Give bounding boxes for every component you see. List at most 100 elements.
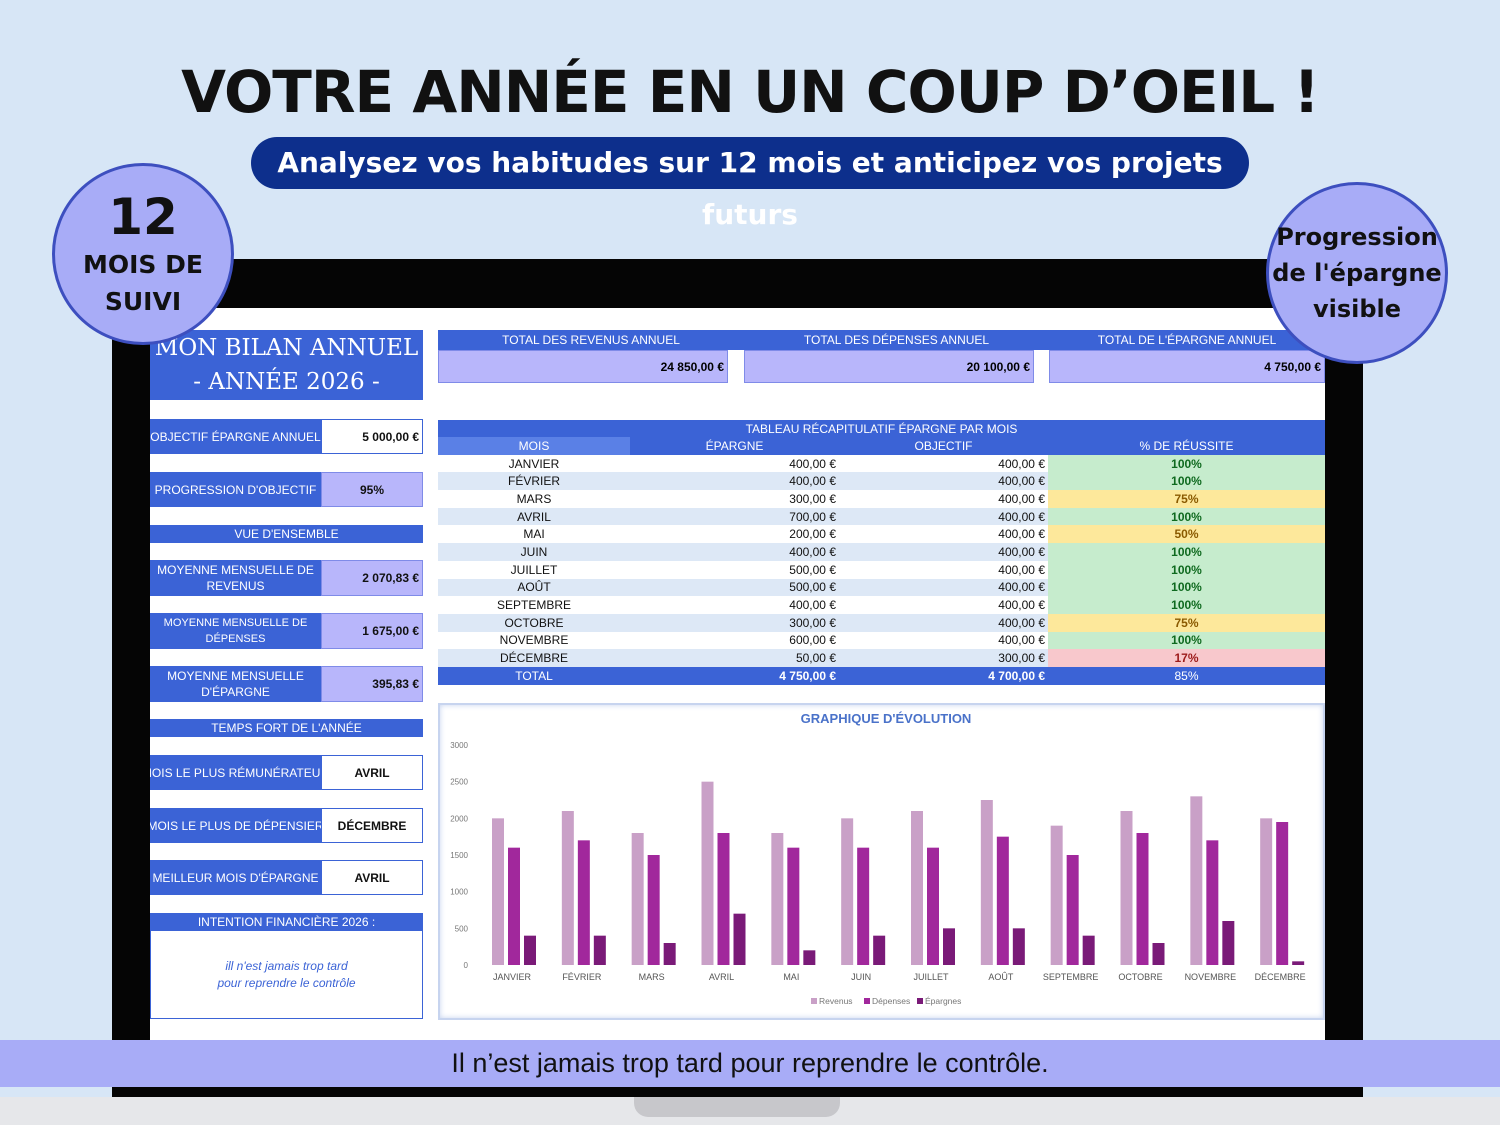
pct-cell[interactable]: 75% xyxy=(1048,490,1325,508)
badge-left-number: 12 xyxy=(108,188,178,246)
bar-épargnes xyxy=(733,913,746,965)
x-tick-label: AOÛT xyxy=(988,972,1014,982)
badge-progression: Progression de l'épargne visible xyxy=(1266,182,1448,364)
pct-cell[interactable]: 100% xyxy=(1048,507,1325,526)
intention-line2: pour reprendre le contrôle xyxy=(217,975,356,990)
objectif-cell[interactable]: 400,00 € xyxy=(839,472,1048,491)
objectif-cell[interactable]: 400,00 € xyxy=(839,560,1048,579)
col-header-mois: MOIS xyxy=(438,437,630,455)
objectif-cell[interactable]: 400,00 € xyxy=(839,596,1048,614)
epargne-cell[interactable]: 600,00 € xyxy=(630,631,839,650)
objectif-cell[interactable]: 400,00 € xyxy=(839,490,1048,508)
epargne-cell[interactable]: 400,00 € xyxy=(630,472,839,491)
bar-épargnes xyxy=(873,935,886,965)
avg-depenses-label: MOYENNE MENSUELLE DE DÉPENSES xyxy=(150,613,321,649)
bar-dépenses xyxy=(577,840,590,965)
epargne-cell[interactable]: 300,00 € xyxy=(630,490,839,508)
highlight-header: TEMPS FORT DE L'ANNÉE xyxy=(150,719,423,737)
objectif-label: OBJECTIF ÉPARGNE ANNUEL xyxy=(150,419,321,454)
col-header-objectif: OBJECTIF xyxy=(839,437,1048,455)
x-tick-label: JUILLET xyxy=(913,972,949,982)
bar-dépenses xyxy=(1136,833,1149,965)
footer-band: Il n’est jamais trop tard pour reprendre… xyxy=(0,1040,1500,1087)
objectif-cell[interactable]: 400,00 € xyxy=(839,578,1048,597)
headline: VOTRE ANNÉE EN UN COUP D’OEIL ! xyxy=(181,58,1320,126)
pct-cell[interactable]: 100% xyxy=(1048,543,1325,561)
y-tick-label: 1000 xyxy=(450,888,468,897)
y-tick-label: 0 xyxy=(464,961,469,970)
bar-revenus xyxy=(911,811,923,965)
bar-revenus xyxy=(1190,796,1203,965)
epargne-cell[interactable]: 400,00 € xyxy=(630,596,839,614)
x-tick-label: SEPTEMBRE xyxy=(1043,972,1099,982)
kpi-revenus-value: 24 850,00 € xyxy=(438,350,728,383)
pct-cell[interactable]: 100% xyxy=(1048,454,1325,473)
epargne-cell[interactable]: 50,00 € xyxy=(630,649,839,667)
pct-cell[interactable]: 17% xyxy=(1048,649,1325,667)
objectif-cell[interactable]: 400,00 € xyxy=(839,525,1048,544)
objectif-cell[interactable]: 300,00 € xyxy=(839,649,1048,667)
objectif-cell[interactable]: 400,00 € xyxy=(839,543,1048,561)
pct-cell[interactable]: 100% xyxy=(1048,560,1325,579)
table-row: DÉCEMBRE 50,00 €300,00 €17% xyxy=(438,649,1325,667)
x-tick-label: DÉCEMBRE xyxy=(1255,972,1306,982)
legend-swatch xyxy=(917,998,923,1004)
month-cell: JUILLET xyxy=(438,560,630,579)
bar-revenus xyxy=(701,781,714,965)
epargne-cell[interactable]: 200,00 € xyxy=(630,525,839,544)
total-label: TOTAL xyxy=(438,666,630,685)
epargne-cell[interactable]: 300,00 € xyxy=(630,613,839,632)
badge-12-mois: 12 MOIS DE SUIVI xyxy=(52,163,234,345)
bar-épargnes xyxy=(593,935,606,965)
bar-revenus xyxy=(492,818,504,965)
most-spent-label: MOIS LE PLUS DE DÉPENSIER xyxy=(150,808,321,843)
avg-revenus-label: MOYENNE MENSUELLE DE REVENUS xyxy=(150,560,321,596)
epargne-cell[interactable]: 500,00 € xyxy=(630,578,839,597)
objectif-value[interactable]: 5 000,00 € xyxy=(321,419,423,454)
evolution-chart[interactable]: GRAPHIQUE D'ÉVOLUTION 0 500 1000 1500 2000 25… xyxy=(438,703,1325,1020)
epargne-cell[interactable]: 500,00 € xyxy=(630,560,839,579)
kpi-depenses-value: 20 100,00 € xyxy=(744,350,1034,383)
spreadsheet-screen: MON BILAN ANNUEL - ANNÉE 2026 - OBJECTIF… xyxy=(150,308,1325,1040)
epargne-cell[interactable]: 400,00 € xyxy=(630,543,839,561)
pct-cell[interactable]: 100% xyxy=(1048,578,1325,597)
x-tick-label: NOVEMBRE xyxy=(1185,972,1237,982)
bar-revenus xyxy=(1260,818,1273,965)
legend-label: Revenus xyxy=(819,996,853,1006)
pct-cell[interactable]: 100% xyxy=(1048,472,1325,491)
month-cell: MARS xyxy=(438,490,630,508)
badge-right-line1: Progression xyxy=(1276,223,1438,251)
total-pct: 85% xyxy=(1048,666,1325,685)
pct-cell[interactable]: 100% xyxy=(1048,631,1325,650)
objectif-cell[interactable]: 400,00 € xyxy=(839,613,1048,632)
y-tick-label: 500 xyxy=(455,924,469,933)
intention-header: INTENTION FINANCIÈRE 2026 : xyxy=(150,913,423,931)
objectif-cell[interactable]: 400,00 € xyxy=(839,507,1048,526)
legend-label: Dépenses xyxy=(872,996,910,1006)
epargne-cell[interactable]: 400,00 € xyxy=(630,454,839,473)
progression-value: 95% xyxy=(321,472,423,507)
pct-cell[interactable]: 100% xyxy=(1048,596,1325,614)
table-row: MARS 300,00 €400,00 €75% xyxy=(438,490,1325,508)
intention-box[interactable]: ill n'est jamais trop tard pour reprendr… xyxy=(150,931,423,1019)
table-total-row: TOTAL 4 750,00 € 4 700,00 € 85% xyxy=(438,666,1325,685)
evolution-chart-svg: GRAPHIQUE D'ÉVOLUTION 0 500 1000 1500 2000 25… xyxy=(450,711,1306,1006)
month-cell: FÉVRIER xyxy=(438,472,630,491)
x-tick-label: MARS xyxy=(639,972,665,982)
subtitle-pill: Analysez vos habitudes sur 12 mois et an… xyxy=(251,137,1249,231)
total-objectif: 4 700,00 € xyxy=(839,666,1048,685)
pct-cell[interactable]: 75% xyxy=(1048,613,1325,632)
kpi-revenus-label: TOTAL DES REVENUS ANNUEL xyxy=(438,330,744,350)
bar-revenus xyxy=(561,811,574,965)
x-tick-label: JANVIER xyxy=(493,972,532,982)
table-row: AOÛT 500,00 €400,00 €100% xyxy=(438,578,1325,597)
table-row: OCTOBRE 300,00 €400,00 €75% xyxy=(438,613,1325,632)
intention-line1: ill n'est jamais trop tard xyxy=(225,958,348,973)
month-cell: MAI xyxy=(438,525,630,544)
pct-cell[interactable]: 50% xyxy=(1048,525,1325,544)
objectif-cell[interactable]: 400,00 € xyxy=(839,631,1048,650)
epargne-cell[interactable]: 700,00 € xyxy=(630,507,839,526)
objectif-cell[interactable]: 400,00 € xyxy=(839,454,1048,473)
month-cell: NOVEMBRE xyxy=(438,631,630,650)
bar-épargnes xyxy=(1012,928,1025,965)
